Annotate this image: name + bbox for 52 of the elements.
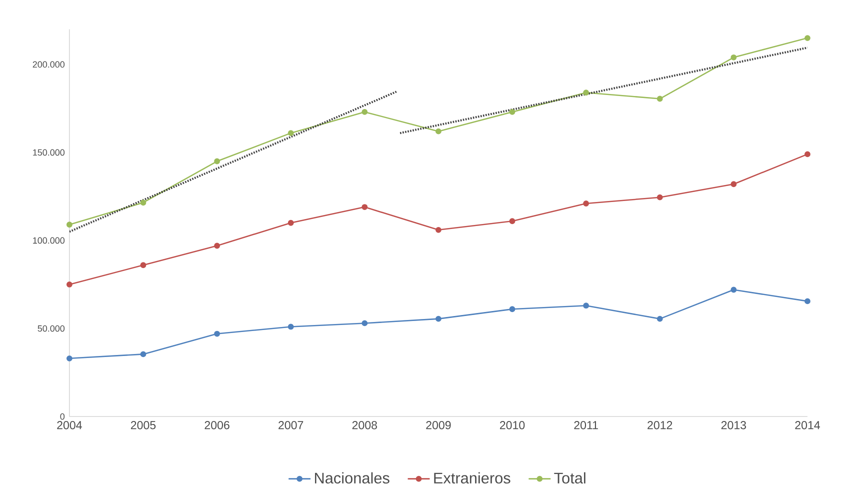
y-tick-label: 50.000 [38,325,65,332]
x-tick-label: 2012 [648,421,672,430]
point [656,316,663,322]
y-tick-label: 200.000 [32,61,65,68]
x-tick-label: 2004 [57,421,82,430]
x-tick-label: 2014 [795,421,820,430]
point [288,130,294,136]
point [140,351,146,358]
point [583,90,590,96]
point [583,302,590,309]
point [214,158,220,164]
point [730,286,737,293]
point [66,356,72,362]
point [214,242,220,249]
x-tick-label: 2013 [721,421,746,430]
x-tick-label: 2009 [426,421,451,430]
point [509,109,516,115]
legend-label: Nacionales [315,472,390,484]
point [804,151,810,158]
x-tick-label: 2006 [204,421,230,430]
x-tick-label: 2011 [574,421,598,430]
point [730,181,737,188]
point [214,330,220,337]
x-tick-label: 2005 [130,421,156,430]
point [435,316,442,322]
point [509,218,516,224]
y-tick-label: 100.000 [33,237,65,244]
point [288,324,294,330]
y-tick-label: 0 [60,413,65,420]
point [66,282,72,288]
point [509,306,516,312]
point [140,262,146,268]
x-tick-label: 2010 [500,421,525,430]
point [362,320,368,326]
point [435,128,442,134]
point [362,204,368,210]
point [583,200,590,207]
legend-label: Extranieros [434,472,510,484]
point [435,227,442,233]
point [288,220,294,226]
x-tick-label: 2007 [278,421,304,430]
point [804,298,810,304]
point [362,109,368,115]
point [656,194,663,200]
point [656,96,663,102]
y-tick-label: 150.000 [33,149,65,156]
point [66,222,72,228]
point [804,35,810,42]
x-tick-label: 2008 [352,421,377,430]
legend-label: Total [554,472,586,484]
point [140,200,146,206]
point [730,54,737,60]
